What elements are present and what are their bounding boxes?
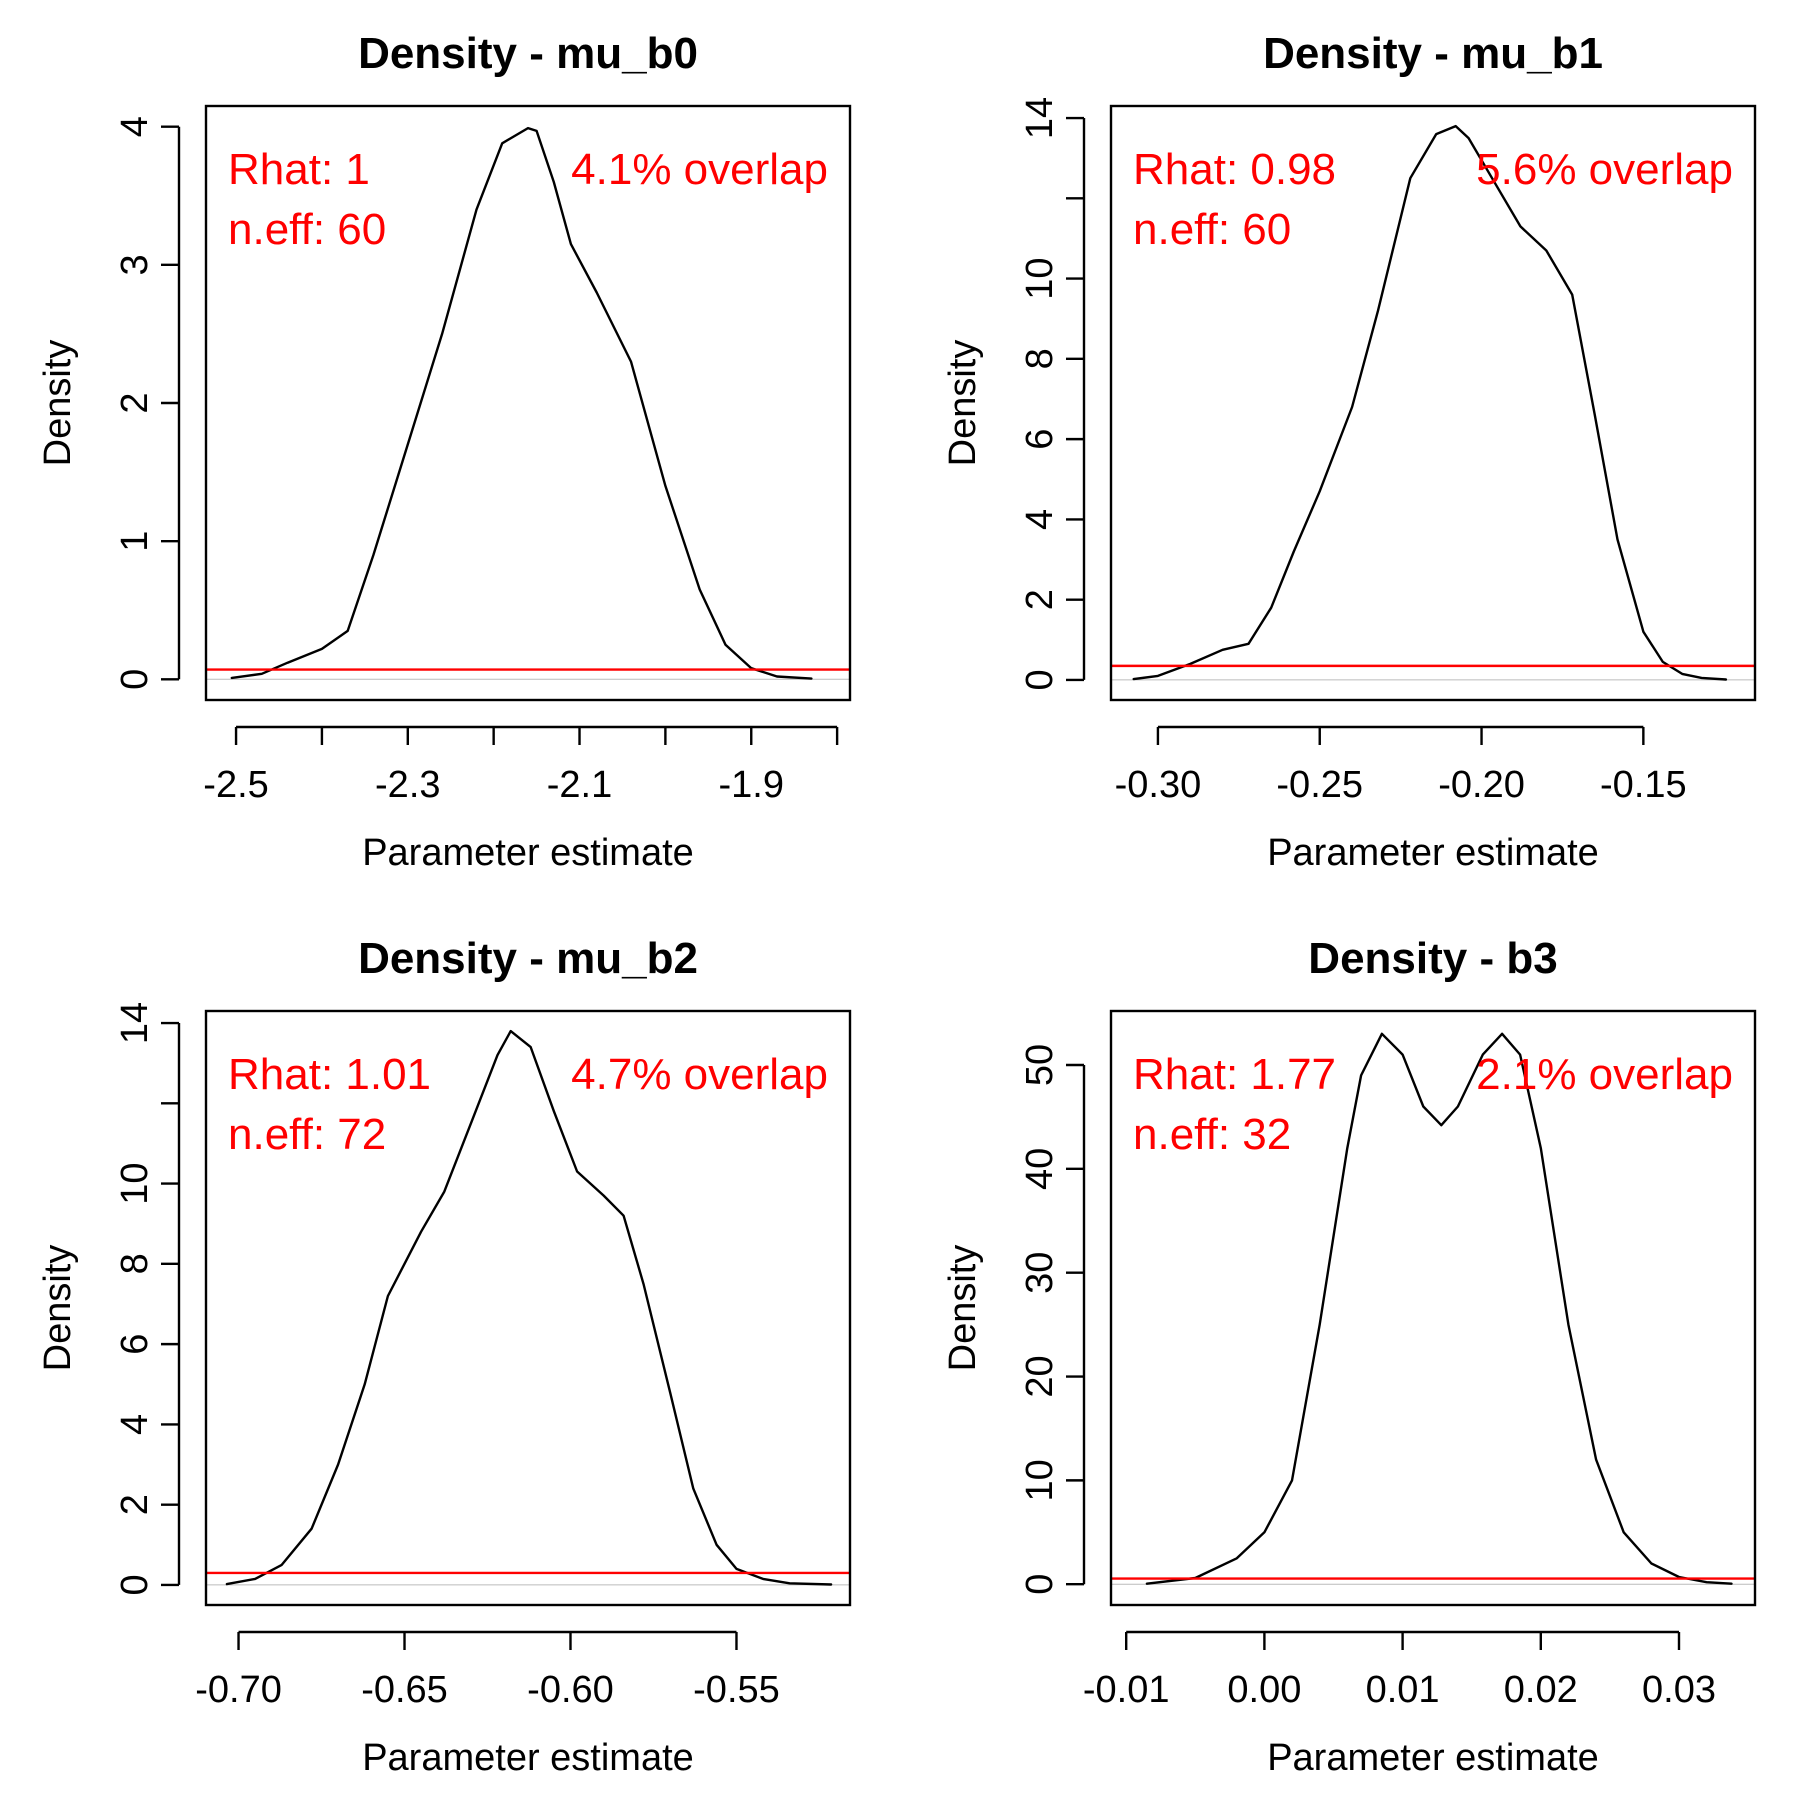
chart-title: Density - b3 <box>1308 934 1557 983</box>
y-tick-label: 6 <box>114 1334 156 1355</box>
plot-frame <box>1109 104 1757 702</box>
plot-frame <box>204 104 852 702</box>
y-tick-label: 0 <box>114 669 156 690</box>
rhat-annotation: Rhat: 1.77 <box>1133 1050 1336 1099</box>
y-tick-label: 10 <box>1019 1459 1061 1501</box>
y-tick-label: 2 <box>1019 589 1061 610</box>
x-tick-label: -0.65 <box>361 1669 448 1711</box>
x-axis-label: Parameter estimate <box>362 832 694 874</box>
plot-area <box>206 1029 850 1586</box>
x-tick-label: -0.30 <box>1115 764 1202 806</box>
density-curve <box>1145 1032 1733 1585</box>
y-tick-label: 40 <box>1019 1148 1061 1190</box>
y-tick-label: 2 <box>114 392 156 413</box>
x-tick-label: 0.02 <box>1504 1669 1578 1711</box>
y-tick-label: 10 <box>1019 257 1061 299</box>
axis-ticks: -0.70 -0.65 -0.60 -0.55 0 2 4 6 8 10 14 <box>114 1002 780 1711</box>
neff-annotation: n.eff: 72 <box>228 1110 386 1159</box>
y-tick-label: 4 <box>114 1414 156 1435</box>
x-tick-label: -1.9 <box>719 764 784 806</box>
plot-frame <box>1109 1009 1757 1607</box>
plot-frame <box>204 1009 852 1607</box>
rhat-annotation: Rhat: 1.01 <box>228 1050 431 1099</box>
y-tick-label: 1 <box>114 531 156 552</box>
plot-area <box>206 126 850 680</box>
density-curve <box>1132 124 1728 681</box>
chart-title: Density - mu_b2 <box>358 934 698 983</box>
y-tick-label: 0 <box>114 1574 156 1595</box>
y-axis-label: Density <box>37 340 79 467</box>
neff-annotation: n.eff: 60 <box>1133 205 1291 254</box>
y-axis-label: Density <box>942 1245 984 1372</box>
panel-mu-b0: Density - mu_b0 Density Parameter estima… <box>37 29 852 874</box>
chart-title: Density - mu_b1 <box>1263 29 1603 78</box>
x-tick-label: 0.01 <box>1366 1669 1440 1711</box>
axis-ticks: -0.30 -0.25 -0.20 -0.15 0 2 4 6 8 10 14 <box>1019 97 1687 806</box>
y-tick-label: 0 <box>1019 1574 1061 1595</box>
y-tick-label: 20 <box>1019 1355 1061 1397</box>
panel-mu-b1: Density - mu_b1 Density Parameter estima… <box>942 29 1757 874</box>
rhat-annotation: Rhat: 1 <box>228 145 370 194</box>
neff-annotation: n.eff: 32 <box>1133 1110 1291 1159</box>
y-tick-label: 8 <box>1019 348 1061 369</box>
density-curve <box>225 1029 833 1586</box>
plot-area <box>1111 124 1755 681</box>
x-axis-label: Parameter estimate <box>1267 1737 1599 1779</box>
overlap-annotation: 4.7% overlap <box>571 1050 828 1099</box>
x-tick-label: -0.25 <box>1276 764 1363 806</box>
x-tick-label: -0.20 <box>1438 764 1525 806</box>
y-tick-label: 50 <box>1019 1044 1061 1086</box>
x-tick-label: -0.01 <box>1083 1669 1170 1711</box>
x-tick-label: -0.55 <box>693 1669 780 1711</box>
y-axis-label: Density <box>942 340 984 467</box>
y-tick-label: 0 <box>1019 669 1061 690</box>
plot-area <box>1111 1032 1755 1585</box>
y-tick-label: 6 <box>1019 429 1061 450</box>
y-tick-label: 10 <box>114 1162 156 1204</box>
chart-title: Density - mu_b0 <box>358 29 698 78</box>
y-tick-label: 14 <box>114 1002 156 1044</box>
y-tick-label: 3 <box>114 254 156 275</box>
panel-mu-b2: Density - mu_b2 Density Parameter estima… <box>37 934 852 1779</box>
x-axis-label: Parameter estimate <box>362 1737 694 1779</box>
density-curve <box>230 126 813 680</box>
x-tick-label: -0.60 <box>527 1669 614 1711</box>
x-tick-label: -0.70 <box>195 1669 282 1711</box>
x-axis-label: Parameter estimate <box>1267 832 1599 874</box>
x-tick-label: -2.3 <box>375 764 440 806</box>
y-tick-label: 14 <box>1019 97 1061 139</box>
y-axis-label: Density <box>37 1245 79 1372</box>
overlap-annotation: 2.1% overlap <box>1476 1050 1733 1099</box>
axis-ticks: -0.01 0.00 0.01 0.02 0.03 0 10 20 30 40 50 <box>1019 1044 1716 1711</box>
x-tick-label: 0.03 <box>1642 1669 1716 1711</box>
y-tick-label: 30 <box>1019 1252 1061 1294</box>
neff-annotation: n.eff: 60 <box>228 205 386 254</box>
x-tick-label: -0.15 <box>1600 764 1687 806</box>
overlap-annotation: 5.6% overlap <box>1476 145 1733 194</box>
y-tick-label: 8 <box>114 1253 156 1274</box>
x-tick-label: -2.5 <box>203 764 268 806</box>
x-tick-label: 0.00 <box>1227 1669 1301 1711</box>
rhat-annotation: Rhat: 0.98 <box>1133 145 1336 194</box>
overlap-annotation: 4.1% overlap <box>571 145 828 194</box>
y-tick-label: 4 <box>1019 509 1061 530</box>
axis-ticks: -2.5 -2.3 -2.1 -1.9 0 1 2 3 4 <box>114 116 839 806</box>
y-tick-label: 4 <box>114 116 156 137</box>
panel-b3: Density - b3 Density Parameter estimate … <box>942 934 1757 1779</box>
y-tick-label: 2 <box>114 1494 156 1515</box>
x-tick-label: -2.1 <box>547 764 612 806</box>
